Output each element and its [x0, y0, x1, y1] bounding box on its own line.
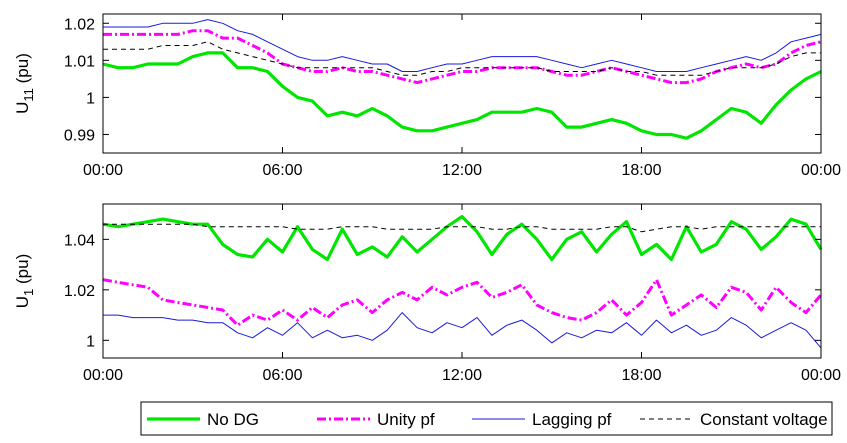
x-tick-label: 00:00: [83, 367, 123, 384]
series-line-unity-pf: [103, 29, 822, 85]
series-line-unity-pf: [102, 278, 823, 327]
x-tick-label: 12:00: [442, 367, 482, 384]
series-line-constant-voltage: [103, 41, 821, 76]
x-tick-label: 00:00: [801, 367, 841, 384]
y-tick-label: 1.02: [64, 16, 95, 33]
legend-label-constant-voltage: Constant voltage: [700, 410, 828, 429]
y-tick-label: 1.01: [64, 53, 95, 70]
series-line-no-dg: [102, 51, 822, 140]
x-tick-label: 12:00: [442, 162, 482, 179]
x-tick-label: 00:00: [801, 162, 841, 179]
y-label-subscript: 11: [21, 88, 36, 102]
x-tick-label: 06:00: [262, 367, 302, 384]
x-tick-label: 06:00: [262, 162, 302, 179]
series-line-lagging-pf: [103, 312, 822, 349]
y-label-main: U: [13, 296, 32, 308]
y-tick-label: 1: [86, 333, 95, 350]
y-label-subscript: 1: [21, 289, 36, 296]
y-axis-label: U11 (pu): [13, 53, 36, 114]
y-axis-label: U1 (pu): [13, 254, 36, 308]
series-line-constant-voltage: [103, 223, 821, 233]
y-label-unit: (pu): [13, 53, 32, 88]
top-panel: 00:00 06:00 12:00 18:00 00:00 0.99 1 1.01 1.02 U1…: [13, 13, 841, 179]
legend-label-unity-pf: Unity pf: [377, 410, 435, 429]
series-line-no-dg: [102, 215, 823, 262]
y-tick-label: 1: [86, 90, 95, 107]
legend: No DG Unity pf Lagging pf Constant voltage: [140, 401, 833, 436]
y-label-main: U: [13, 102, 32, 114]
y-label-unit: (pu): [13, 254, 32, 289]
x-tick-label: 18:00: [621, 367, 661, 384]
y-tick-label: 0.99: [64, 127, 95, 144]
legend-label-lagging-pf: Lagging pf: [532, 410, 612, 429]
axes-box: [102, 13, 822, 154]
series-line-lagging-pf: [103, 19, 822, 72]
legend-label-no-dg: No DG: [207, 410, 259, 429]
x-tick-label: 18:00: [621, 162, 661, 179]
y-tick-label: 1.04: [64, 232, 95, 249]
x-tick-label: 00:00: [83, 162, 123, 179]
y-tick-label: 1.02: [64, 283, 95, 300]
